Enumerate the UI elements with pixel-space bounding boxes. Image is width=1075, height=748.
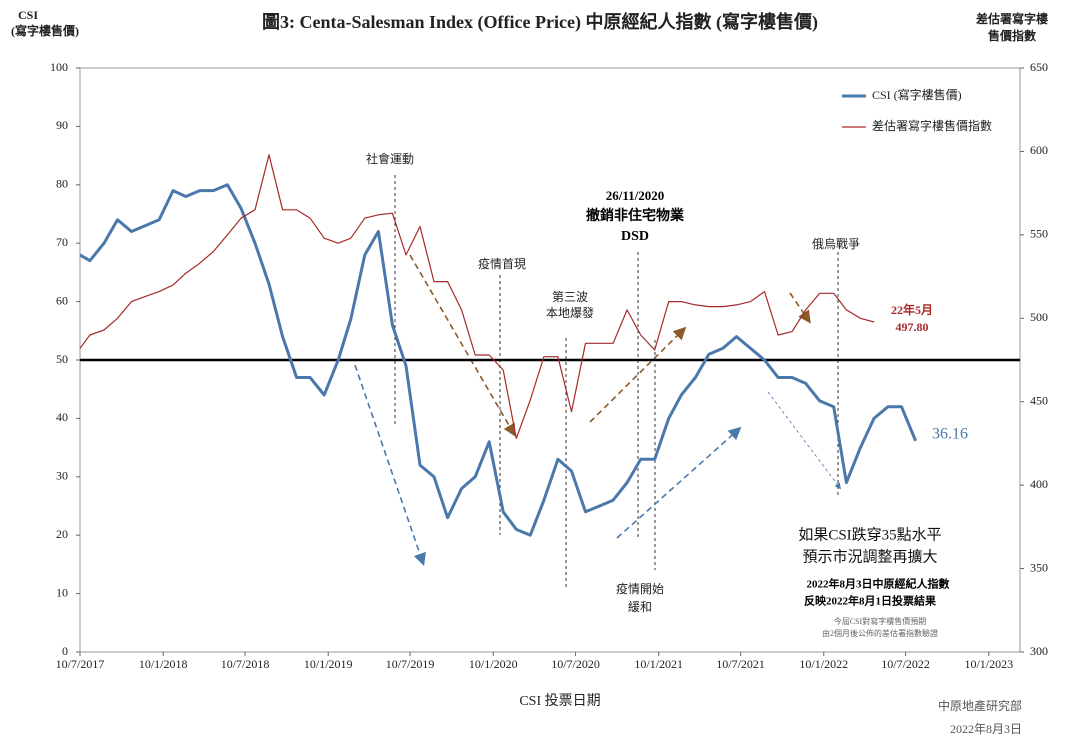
chart-title: 圖3: Centa-Salesman Index (Office Price) … [262,11,818,33]
annotation: 俄烏戰爭 [812,237,860,251]
x-axis-title: CSI 投票日期 [519,693,600,709]
annotation: 預示市況調整再擴大 [802,548,937,565]
event-lines [394,175,839,588]
y-tick-label: 40 [56,410,68,424]
annotation: 本地爆發 [546,305,594,320]
annotation: 第三波 [552,290,588,304]
y-tick-label: 20 [56,527,68,541]
annotation: 疫情開始 [616,581,664,596]
annotation: 由2個月後公佈的差估署指數驗證 [822,628,938,638]
y2-axis-title: 差估署寫字樓 [975,11,1048,26]
y2-tick-label: 650 [1030,60,1048,74]
x-tick-label: 10/7/2019 [386,657,435,671]
x-tick-label: 10/7/2020 [551,657,600,671]
x-tick-label: 10/1/2019 [304,657,353,671]
y-axis-title: CSI [18,8,38,22]
trend-arrows [354,254,841,567]
annotation: 2022年8月3日中原經紀人指數 [807,577,950,591]
annotation: 疫情首現 [478,256,526,271]
y2-tick-label: 350 [1030,560,1048,574]
y-tick-label: 100 [50,60,68,74]
y-tick-label: 80 [56,177,68,191]
x-tick-label: 10/1/2023 [964,657,1013,671]
y-tick-label: 50 [56,352,68,366]
x-tick-label: 10/7/2021 [716,657,765,671]
x-tick-label: 10/1/2018 [139,657,188,671]
y2-tick-label: 500 [1030,310,1048,324]
annotation: 497.80 [896,320,929,334]
annotation: 如果CSI跌穿35點水平 [798,526,941,543]
annotation: 2022年8月3日 [950,722,1022,736]
y2-tick-label: 550 [1030,227,1048,241]
series-line [79,154,875,439]
y2-tick-label: 450 [1030,393,1048,407]
x-tick-label: 10/1/2021 [634,657,683,671]
annotation: 反映2022年8月1日投票結果 [804,594,936,608]
y2-tick-label: 400 [1030,477,1048,491]
x-tick-label: 10/7/2022 [881,657,930,671]
annotation: DSD [621,229,649,244]
x-tick-label: 10/1/2022 [799,657,848,671]
x-tick-label: 10/7/2018 [221,657,270,671]
annotation: 社會運動 [366,151,414,166]
legend-label: 差估署寫字樓售價指數 [872,118,992,133]
y-tick-label: 90 [56,118,68,132]
y-tick-label: 60 [56,293,68,307]
x-tick-label: 10/1/2020 [469,657,518,671]
annotation: 緩和 [628,600,652,614]
series-line [79,183,917,537]
y2-tick-label: 600 [1030,143,1048,157]
x-tick-label: 10/7/2017 [56,657,105,671]
annotation: 26/11/2020 [606,188,665,203]
y-tick-label: 70 [56,235,68,249]
y-tick-label: 0 [62,644,68,658]
annotation: 36.16 [932,426,968,443]
y-tick-label: 30 [56,469,68,483]
y-axis-title: (寫字樓售價) [11,23,79,38]
annotation: 22年5月 [891,302,933,317]
y2-axis-title: 售價指數 [988,28,1036,43]
annotation: 今屆CSI對寫字樓售價預期 [834,616,926,626]
y-tick-label: 10 [56,585,68,599]
annotation: 中原地產研究部 [938,698,1022,713]
y2-tick-label: 300 [1030,644,1048,658]
legend-label: CSI (寫字樓售價) [872,87,962,102]
annotation: 撤銷非住宅物業 [586,207,685,224]
